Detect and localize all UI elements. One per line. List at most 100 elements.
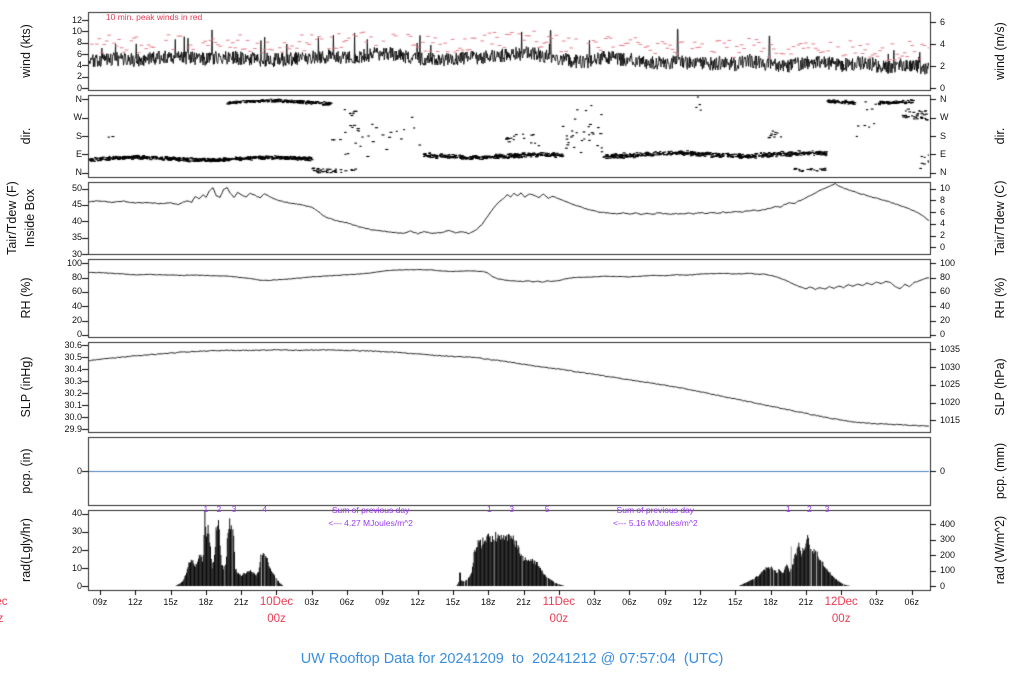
y-tick-label-left: 100	[66, 257, 82, 268]
y-tick-label-right: 200	[940, 549, 956, 560]
y-tick-label-left: 30.4	[64, 363, 82, 374]
y-tick-label-left: 30.0	[64, 411, 82, 422]
mjoule-marker: 3	[509, 504, 515, 514]
y-tick-label-left: 20	[71, 544, 82, 555]
y-tick-label-left: 30.6	[64, 339, 82, 350]
mjoule-marker: 1	[487, 504, 492, 514]
axis-title-left: wind (kts)	[18, 24, 33, 78]
x-date-label: 9Dec	[0, 596, 8, 608]
axis-title-left: dir.	[18, 127, 33, 145]
x-tick-label: 06z	[339, 597, 355, 607]
x-tick-label: 12z	[410, 597, 425, 607]
x-tick-label: 18z	[480, 597, 496, 607]
y-tick-label-left: 60	[71, 286, 82, 297]
x-tick-label: 09z	[657, 597, 672, 607]
x-tick-label: 03z	[586, 597, 602, 607]
y-tick-label-left: 6	[76, 48, 82, 59]
y-tick-label-right: 80	[940, 272, 951, 283]
y-tick-label-right: 20	[940, 315, 951, 326]
x-tick-label: 21z	[516, 597, 531, 607]
y-tick-label-right: 1015	[940, 414, 961, 425]
x-date-label: 00z	[831, 613, 851, 625]
sum-previous-day-label: Sum of previous day	[331, 505, 410, 515]
y-tick-label-left: S	[75, 130, 82, 141]
y-tick-label-right: 300	[940, 534, 956, 545]
y-tick-label-left: 2	[76, 71, 82, 82]
y-tick-label-left: 40	[71, 300, 82, 311]
y-tick-label-left: 30.2	[64, 387, 82, 398]
axis-title-left: SLP (inHg)	[18, 356, 33, 418]
y-tick-label-right: 8	[940, 194, 946, 205]
axis-title-left: Inside Box	[22, 188, 37, 248]
mjoule-marker: 3	[824, 504, 830, 514]
axis-title-left: rad(Lgly/hr)	[18, 518, 33, 582]
x-tick-label: 09z	[92, 597, 108, 607]
y-tick-label-right: 0	[940, 82, 946, 93]
y-tick-label-right: N	[940, 93, 947, 104]
x-date-label: 11Dec	[542, 596, 576, 608]
x-date-label: 10Dec	[259, 596, 294, 608]
y-tick-label-left: 35	[71, 232, 82, 243]
y-tick-label-left: W	[73, 112, 83, 122]
y-tick-label-left: 40	[71, 215, 82, 226]
sum-previous-day-value: <--- 5.16 MJoules/m^2	[613, 518, 698, 528]
y-tick-label-left: 4	[76, 59, 82, 70]
mjoule-marker: 5	[544, 504, 550, 514]
y-tick-label-right: 1030	[940, 361, 961, 372]
x-tick-label: 21z	[233, 597, 249, 607]
x-tick-label: 18z	[763, 597, 778, 607]
y-tick-label-left: 50	[71, 183, 82, 194]
y-tick-label-right: 2	[940, 60, 946, 71]
y-tick-label-right: 400	[940, 518, 956, 529]
y-tick-label-left: 29.9	[64, 423, 82, 434]
x-date-label: 00z	[0, 613, 4, 625]
x-tick-label: 06z	[622, 597, 637, 607]
y-tick-label-left: 30	[71, 248, 82, 259]
x-date-label: 12Dec	[824, 596, 858, 608]
axis-title-right: SLP (hPa)	[992, 358, 1007, 416]
y-tick-label-left: 20	[71, 315, 82, 326]
y-tick-label-left: 30.3	[64, 375, 82, 386]
peak-winds-note: 10 min. peak winds in red	[105, 12, 203, 22]
y-tick-label-left: 8	[76, 37, 82, 48]
y-tick-label-left: 12	[71, 14, 82, 25]
y-tick-label-left: 10	[71, 562, 82, 573]
x-tick-label: 03z	[869, 597, 884, 607]
y-tick-label-right: 60	[940, 286, 951, 297]
y-tick-label-left: 0	[76, 82, 82, 93]
axis-title-right: pcp. (mm)	[992, 442, 1007, 500]
y-tick-label-left: 30.5	[64, 351, 82, 362]
y-tick-label-right: 6	[940, 206, 946, 217]
y-tick-label-left: N	[75, 167, 83, 178]
x-tick-label: 06z	[904, 597, 920, 607]
y-tick-label-left: 30	[71, 526, 82, 537]
axis-title-right: RH (%)	[992, 277, 1007, 319]
y-tick-label-right: 1025	[940, 379, 961, 390]
y-tick-label-right: 40	[940, 300, 951, 311]
y-tick-label-left: 10	[71, 26, 82, 36]
sum-previous-day-label: Sum of previous day	[616, 505, 695, 515]
mjoule-marker: 1	[203, 504, 209, 514]
x-tick-label: 12z	[692, 597, 708, 607]
y-tick-label-left: 40	[71, 508, 82, 519]
x-tick-label: 15z	[445, 597, 461, 607]
axis-title-right: dir.	[992, 127, 1007, 145]
y-tick-label-right: N	[940, 167, 947, 178]
axis-title-left: Tair/Tdew (F)	[4, 181, 19, 255]
chart-title: UW Rooftop Data for 20241209 to 20241212…	[300, 651, 724, 667]
y-tick-label-right: 0	[940, 465, 946, 476]
y-tick-label-right: 10	[940, 183, 951, 194]
y-tick-label-left: 45	[71, 199, 82, 210]
axis-title-right: Tair/Tdew (C)	[992, 180, 1007, 256]
y-tick-label-right: 4	[940, 218, 946, 229]
y-tick-label-right: 6	[940, 16, 946, 27]
y-tick-label-left: 0	[76, 465, 82, 476]
axis-title-left: pcp. (in)	[18, 448, 33, 494]
x-date-label: 00z	[549, 613, 569, 625]
y-tick-label-left: 80	[71, 272, 82, 283]
x-tick-label: 15z	[163, 597, 178, 607]
y-tick-label-right: 0	[940, 329, 946, 340]
mjoule-marker: 1	[785, 504, 791, 514]
y-tick-label-left: 0	[76, 580, 82, 591]
